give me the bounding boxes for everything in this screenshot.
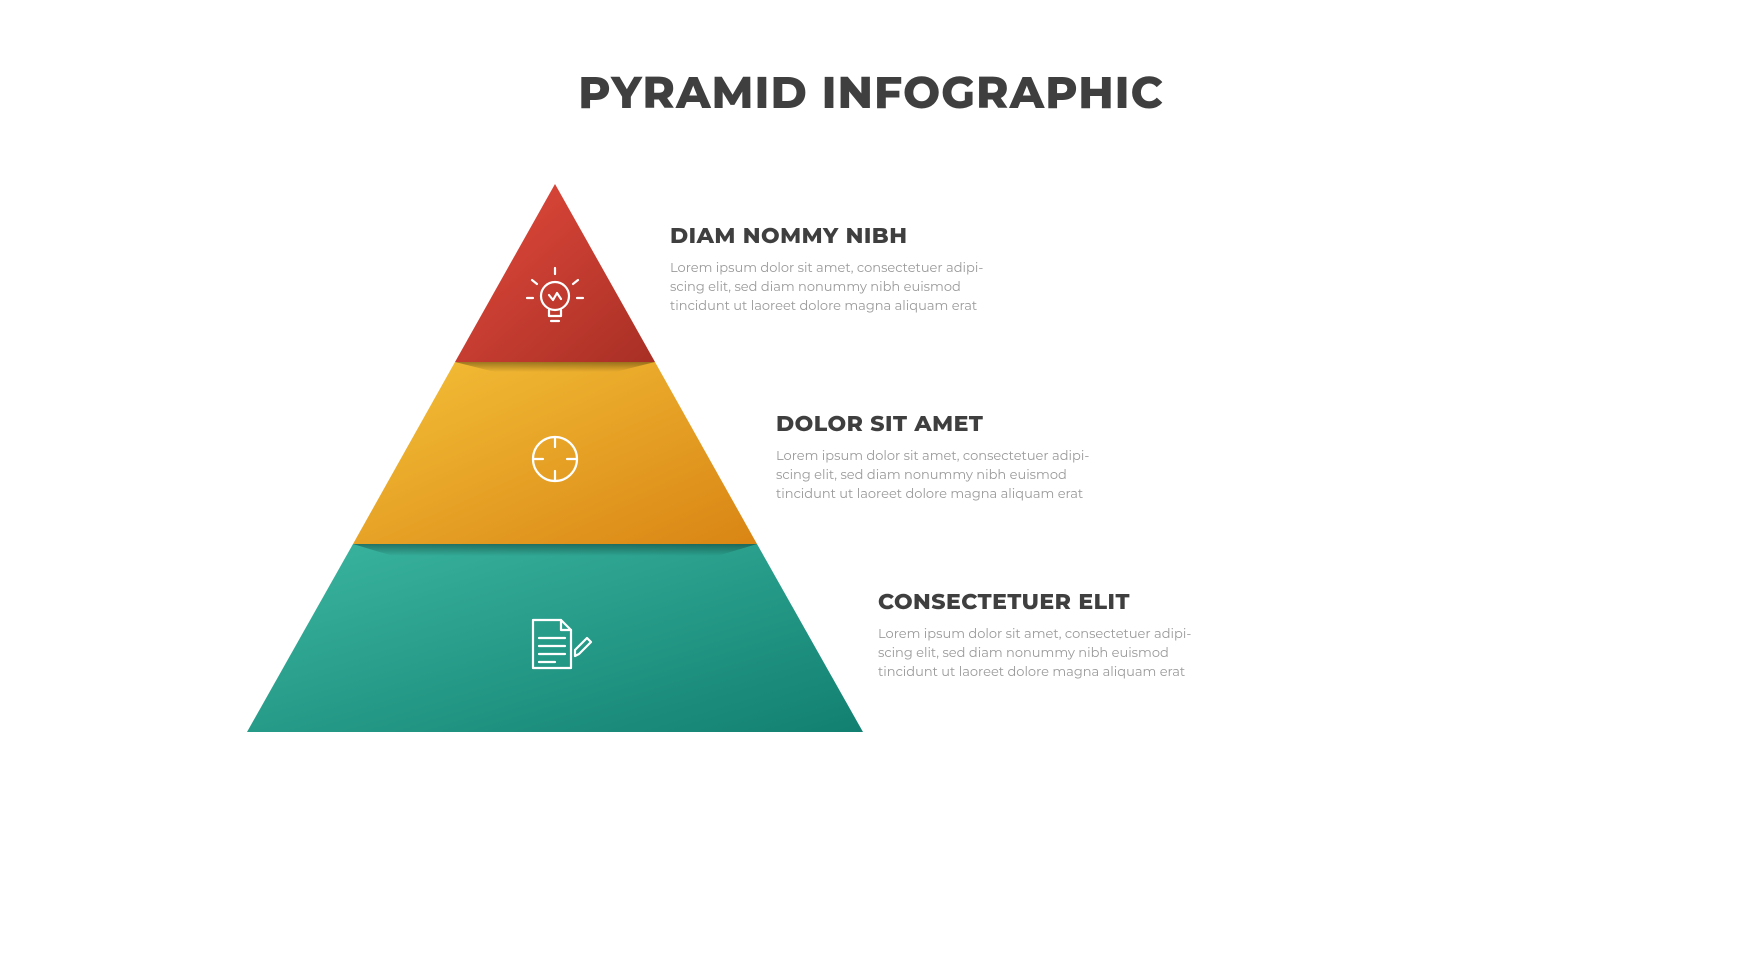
text-block-middle-body: Lorem ipsum dolor sit amet, consectetuer…	[776, 447, 1216, 504]
text-block-bottom-body: Lorem ipsum dolor sit amet, consectetuer…	[878, 625, 1318, 682]
text-block-top: DIAM NOMMY NIBH Lorem ipsum dolor sit am…	[670, 222, 1110, 316]
pyramid-section-middle	[353, 362, 757, 544]
text-block-top-heading: DIAM NOMMY NIBH	[670, 222, 1110, 249]
pyramid-shadow-mid	[353, 544, 757, 556]
page-title: PYRAMID INFOGRAPHIC	[0, 66, 1742, 120]
text-block-middle: DOLOR SIT AMET Lorem ipsum dolor sit ame…	[776, 410, 1216, 504]
text-block-top-body: Lorem ipsum dolor sit amet, consectetuer…	[670, 259, 1110, 316]
text-block-middle-heading: DOLOR SIT AMET	[776, 410, 1216, 437]
text-block-bottom: CONSECTETUER ELIT Lorem ipsum dolor sit …	[878, 588, 1318, 682]
text-block-bottom-heading: CONSECTETUER ELIT	[878, 588, 1318, 615]
